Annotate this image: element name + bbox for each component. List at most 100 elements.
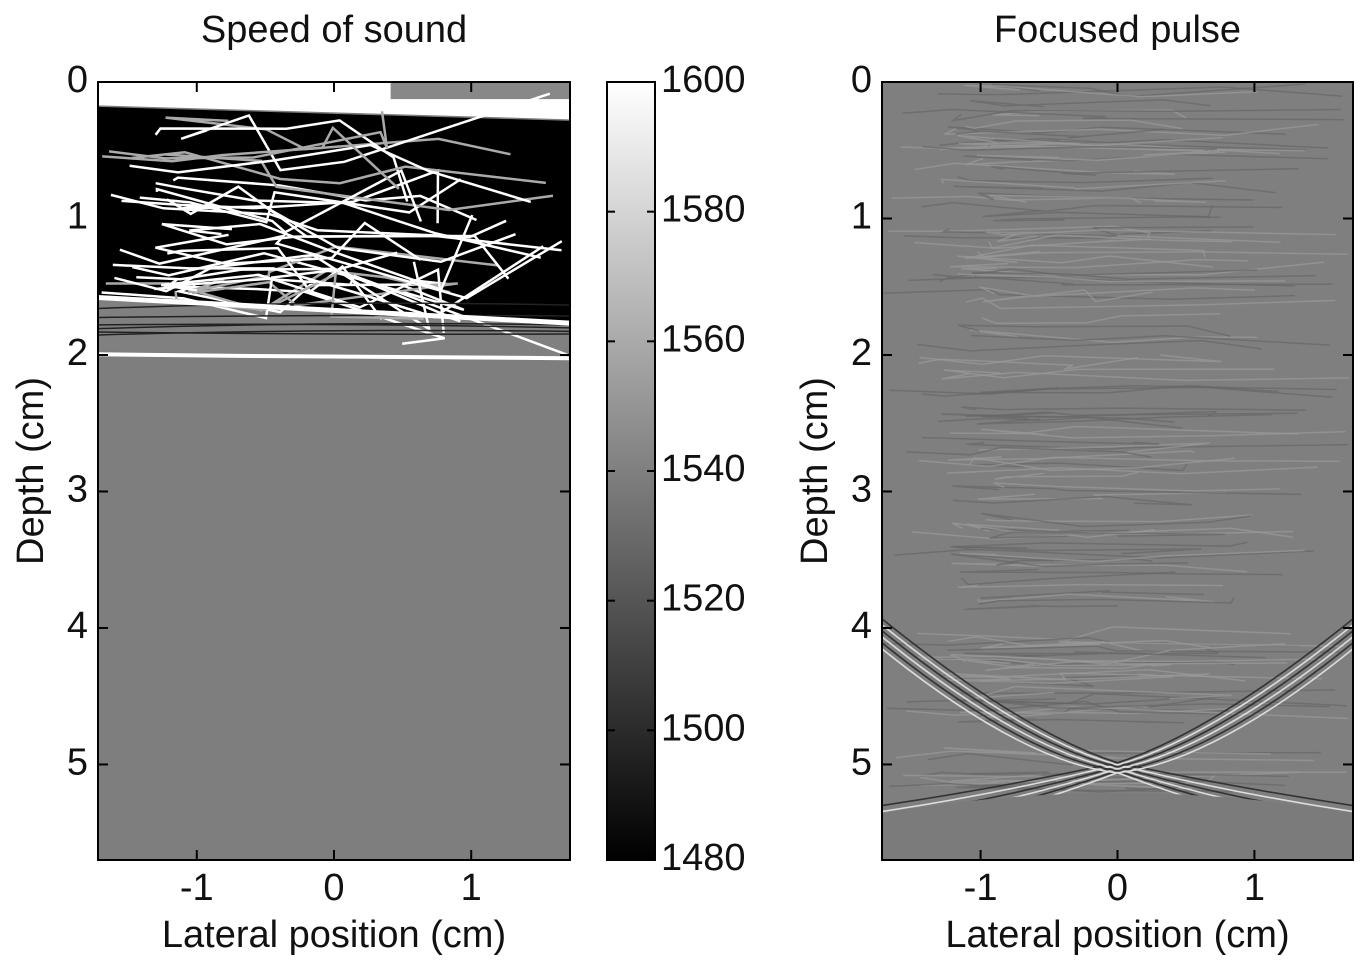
chart-title: Focused pulse — [994, 9, 1241, 51]
wave-texture — [966, 771, 1289, 778]
wave-texture — [902, 108, 1344, 121]
y-axis-label: Depth (cm) — [794, 377, 836, 565]
muscle-line — [98, 331, 570, 335]
wave-texture — [932, 268, 1258, 278]
y-tick-label: 4 — [851, 605, 872, 647]
wave-texture — [957, 273, 1285, 283]
wave-texture — [959, 568, 1283, 576]
wave-texture — [951, 553, 1188, 568]
y-tick-label: 0 — [851, 59, 872, 101]
septa-line — [121, 168, 440, 224]
septa-line — [131, 150, 546, 185]
wave-texture — [941, 371, 1350, 382]
wave-texture — [985, 229, 1336, 236]
wave-texture — [993, 482, 1281, 492]
wave-texture — [949, 258, 1248, 269]
wave-texture — [958, 686, 1336, 695]
septa-line — [154, 119, 409, 202]
wave-texture — [919, 773, 1217, 785]
wave-texture — [963, 153, 1328, 162]
muscle-layer — [98, 299, 570, 359]
wave-texture — [955, 128, 1165, 139]
wave-texture — [994, 471, 1139, 480]
wave-texture — [888, 225, 1151, 238]
wave-texture — [950, 108, 1341, 122]
wave-texture — [921, 201, 1283, 213]
wave-texture — [995, 558, 1153, 566]
wave-texture — [914, 238, 1151, 249]
wave-texture — [977, 593, 1215, 603]
wave-texture — [922, 145, 1217, 152]
wavefront — [882, 618, 1353, 807]
quiet-zone — [882, 793, 1353, 860]
image — [882, 82, 1353, 860]
wave-texture — [957, 176, 1213, 184]
wave-texture — [900, 139, 1281, 155]
wave-texture — [969, 99, 1211, 108]
wave-texture — [988, 194, 1207, 203]
wave-texture — [950, 653, 1288, 665]
septa-line — [136, 267, 461, 323]
x-tick-label: -1 — [964, 867, 998, 909]
x-tick-label: 0 — [1107, 867, 1128, 909]
x-axis-label: Lateral position (cm) — [945, 914, 1289, 956]
y-tick-label: 1 — [67, 196, 88, 238]
septa-line — [165, 153, 554, 212]
wave-texture — [953, 181, 1276, 194]
septa-line — [112, 245, 544, 319]
y-tick-label: 5 — [67, 741, 88, 783]
colorbar-tick-label: 1480 — [661, 837, 746, 879]
wave-texture — [950, 541, 1248, 549]
wave-texture — [950, 425, 1299, 435]
wave-texture — [918, 456, 1340, 468]
colorbar-tick-label: 1600 — [661, 59, 746, 101]
wave-texture — [961, 406, 1306, 411]
x-tick-label: 0 — [323, 867, 344, 909]
wave-texture — [969, 329, 1257, 344]
wave-texture — [906, 707, 1237, 716]
y-tick-label: 5 — [851, 741, 872, 783]
wave-texture — [957, 324, 1231, 337]
interface-line — [98, 295, 570, 326]
wave-texture — [976, 413, 1272, 425]
x-tick-label: 1 — [1244, 867, 1265, 909]
septa-line — [119, 233, 563, 300]
wave-texture — [977, 491, 1226, 500]
muscle-line — [98, 302, 570, 310]
y-tick-label: 2 — [67, 332, 88, 374]
wave-texture — [981, 641, 1285, 653]
x-tick-label: 1 — [461, 867, 482, 909]
wave-texture — [957, 134, 1223, 147]
septa-line — [181, 203, 516, 264]
image — [98, 82, 570, 860]
wave-texture — [964, 604, 1119, 611]
wave-texture — [971, 334, 1330, 346]
wave-texture — [908, 276, 1333, 286]
wave-texture — [989, 531, 1226, 539]
wave-texture — [980, 673, 1210, 682]
wave-texture — [947, 466, 1318, 475]
wave-texture — [980, 512, 1252, 528]
y-tick-label: 0 — [67, 59, 88, 101]
wavefront — [882, 624, 1353, 813]
muscle-line — [98, 314, 570, 319]
wave-texture — [991, 165, 1299, 176]
wave-texture — [960, 571, 1176, 586]
wave-texture — [937, 86, 1342, 97]
chart-title: Speed of sound — [201, 9, 467, 51]
wave-texture — [978, 442, 1210, 453]
wave-texture — [916, 626, 1291, 641]
wave-texture — [916, 658, 1172, 667]
wave-texture — [976, 251, 1348, 258]
y-axis-label: Depth (cm) — [10, 377, 52, 565]
skin-edge — [98, 102, 570, 120]
wave-texture — [921, 436, 1160, 445]
y-tick-label: 1 — [851, 196, 872, 238]
wave-texture — [889, 384, 1337, 395]
septa-line — [108, 111, 389, 160]
wave-texture — [887, 700, 1232, 715]
septa-line — [161, 267, 445, 334]
wave-texture — [956, 255, 1213, 268]
wave-texture — [947, 450, 1196, 461]
wave-texture — [948, 636, 1212, 649]
